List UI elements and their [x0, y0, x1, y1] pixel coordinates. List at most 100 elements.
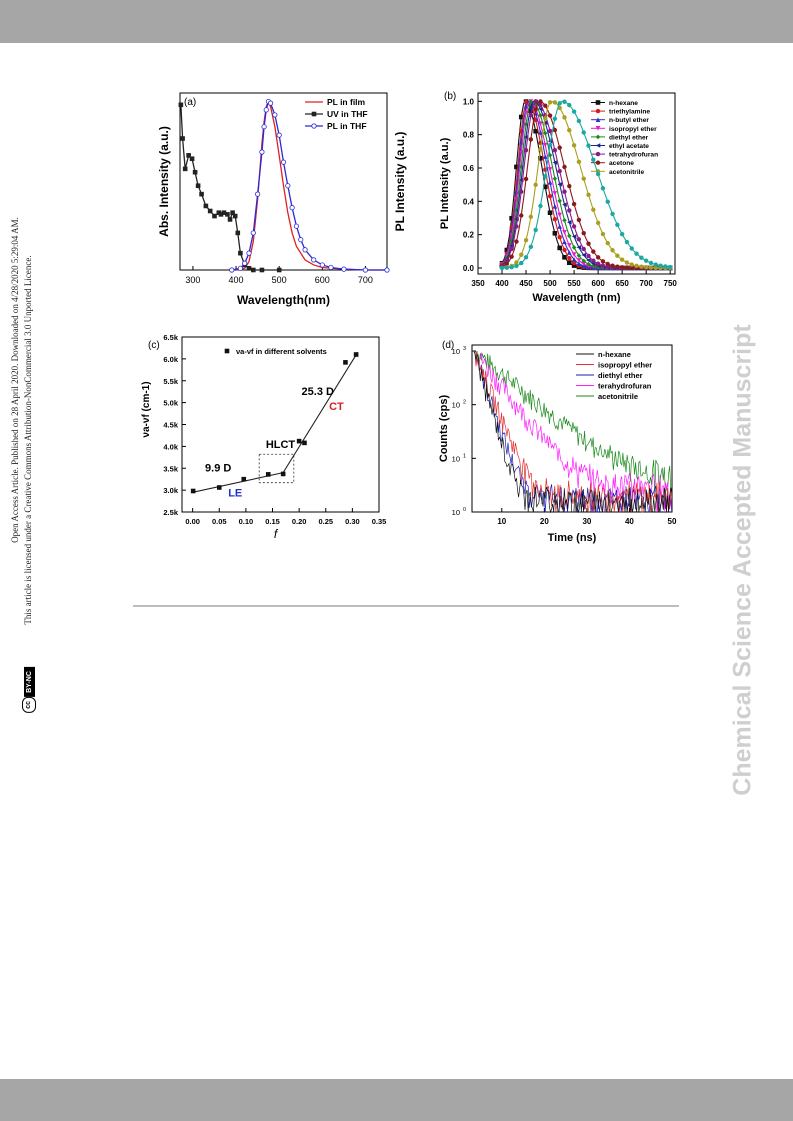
- panel-b-point: [648, 260, 654, 266]
- panel-a-point: [178, 102, 184, 108]
- panel-a-point: [276, 132, 282, 138]
- panel-a-point: [238, 250, 243, 256]
- panel-c-ytick-label: 4.0k: [163, 442, 178, 451]
- panel-b-point: [562, 189, 567, 194]
- panel-b-point: [581, 252, 587, 258]
- panel-b-point: [547, 167, 553, 172]
- panel-a-point: [227, 217, 233, 222]
- panel-b-legend-marker: [595, 151, 601, 157]
- panel-d-legend-label: diethyl ether: [598, 371, 643, 380]
- panel-a-point: [180, 136, 185, 141]
- panel-a-point: [259, 149, 265, 155]
- panel-c-xtick-label: 0.05: [212, 517, 227, 526]
- panel-b-point: [509, 265, 514, 270]
- panel-c-le-dipole: 9.9 D: [205, 462, 231, 474]
- panel-b-legend-label: n-butyl ether: [609, 117, 649, 124]
- panel-b-point: [615, 222, 620, 227]
- panel-b-point: [562, 217, 567, 223]
- panel-b-point: [567, 102, 572, 108]
- panel-b-point: [552, 116, 558, 121]
- panel-b-point: [547, 113, 553, 118]
- panel-a-point: [221, 210, 227, 215]
- panel-b-point: [528, 112, 534, 118]
- panel-a-point: [192, 169, 198, 175]
- panel-b-point: [610, 211, 615, 217]
- panel-b-point: [571, 109, 577, 114]
- panel-b-point: [557, 245, 562, 251]
- panel-b-point: [600, 263, 606, 268]
- panel-b-legend-label: ethyl acetate: [609, 143, 649, 150]
- panel-c: (c) 0.00 0.05 0.10 0.15 0.20 0.25 0.30 0.35 2.5k 3…: [141, 333, 386, 541]
- panel-b-point: [571, 143, 577, 148]
- panel-a-point: [242, 260, 248, 266]
- panel-b-point: [581, 258, 587, 264]
- panel-b-ytick-label: 1.0: [463, 97, 475, 106]
- panel-a-legend-marker: [311, 111, 317, 117]
- panel-d-ytick-label: 10: [452, 347, 460, 356]
- panel-b-point: [542, 142, 548, 148]
- panel-a-xtick-label: 600: [315, 275, 330, 285]
- panel-b-point: [619, 257, 625, 262]
- panel-b-point: [533, 227, 538, 233]
- panel-b-xtick-label: 450: [519, 279, 533, 288]
- panel-b-point: [658, 263, 663, 268]
- panel-b-point: [586, 261, 591, 267]
- panel-c-point: [265, 472, 271, 477]
- panel-b-point: [595, 255, 601, 260]
- panel-b-xtick-label: 700: [639, 279, 653, 288]
- panel-b-point: [523, 110, 529, 116]
- panel-b-point: [523, 255, 529, 260]
- panel-b-point: [562, 254, 567, 260]
- panel-b-point: [523, 176, 529, 182]
- panel-b-point: [591, 258, 596, 263]
- panel-c-xtick-label: 0.30: [345, 517, 360, 526]
- panel-b-point: [615, 253, 620, 258]
- panel-b-point: [547, 180, 553, 185]
- panel-c-point: [241, 476, 247, 482]
- panel-b-legend-label: triethylamine: [609, 109, 650, 116]
- panel-d-ytick-label: 10: [452, 508, 460, 517]
- panel-b-point: [605, 261, 610, 267]
- panel-b-point: [519, 189, 524, 194]
- panel-a-point: [250, 230, 256, 236]
- panel-b-legend-marker: [595, 134, 601, 140]
- panel-b-legend-marker: [595, 160, 601, 165]
- panel-c-point: [343, 360, 348, 365]
- panel-b-point: [566, 260, 572, 266]
- panel-b-point: [562, 230, 567, 235]
- panel-b-legend-label: isopropyl ether: [609, 126, 657, 133]
- panel-d-label: (d): [442, 340, 454, 351]
- panel-d-legend-label: n-hexane: [598, 350, 631, 359]
- panel-b-point: [576, 253, 582, 258]
- panel-b-point: [557, 224, 562, 229]
- panel-c-fit-line: [282, 352, 359, 473]
- panel-d-xtick-label: 30: [582, 517, 591, 526]
- panel-b-point: [547, 210, 553, 216]
- panel-c-ylabel: νa-νf (cm-1): [141, 381, 152, 437]
- panel-a-point: [259, 267, 265, 273]
- panel-b-point: [519, 252, 524, 257]
- panel-b-point: [571, 263, 577, 268]
- panel-b-point: [562, 115, 567, 120]
- panel-a-legend-label: PL in THF: [327, 121, 367, 131]
- panel-b-point: [629, 265, 634, 271]
- panel-b-point: [581, 261, 587, 267]
- panel-a-point: [225, 212, 230, 217]
- panel-b-point: [571, 257, 577, 262]
- panel-b-point: [514, 263, 519, 269]
- panel-b-point: [542, 154, 548, 159]
- panel-b-point: [567, 255, 572, 261]
- panel-b-point: [509, 254, 514, 259]
- panel-a-frame: [179, 92, 388, 271]
- panel-b-point: [543, 103, 548, 108]
- panel-b-point: [562, 239, 567, 245]
- panel-b-point: [538, 203, 543, 209]
- panel-d-series-line: [472, 350, 673, 513]
- panel-b-point: [643, 258, 649, 263]
- panel-d-legend-label: isopropyl ether: [598, 361, 652, 370]
- panel-b-point: [591, 249, 596, 254]
- panel-b-point: [552, 160, 558, 165]
- panel-d-series-line: [472, 350, 673, 514]
- panel-b-point: [538, 155, 543, 161]
- panel-b-point: [552, 176, 558, 181]
